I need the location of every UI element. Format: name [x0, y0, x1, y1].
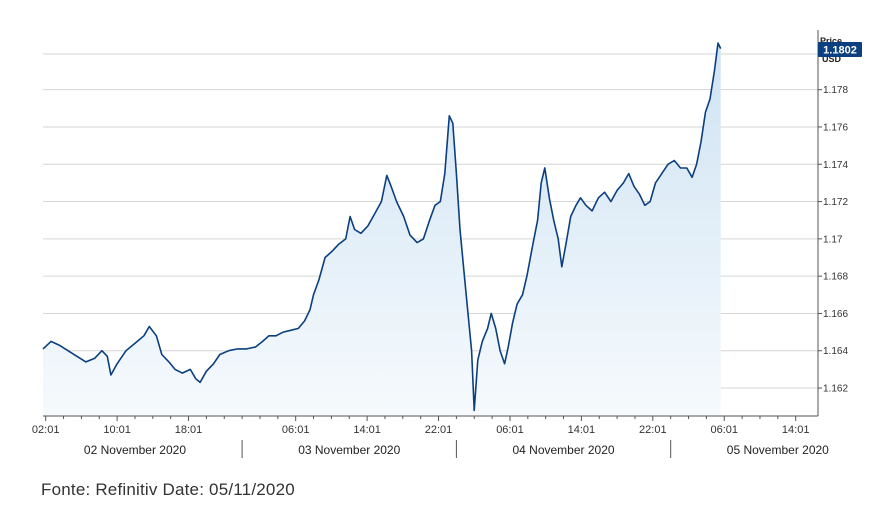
date-label: 05 November 2020 — [727, 443, 829, 457]
last-price-value: 1.1802 — [823, 45, 857, 57]
price-label: Price — [820, 36, 842, 46]
price-header: Price USD 1.1802 — [818, 36, 862, 64]
y-axis: 1.162 1.164 1.166 1.168 1.17 1.172 1.174 1.176 1… — [817, 30, 848, 416]
x-tick-label: 02:01 — [32, 424, 60, 436]
last-price-badge — [818, 42, 862, 57]
date-label: 02 November 2020 — [84, 443, 186, 457]
y-tick-label: 1.176 — [823, 122, 848, 133]
y-tick-label: 1.178 — [823, 85, 848, 96]
source-note: Fonte: Refinitiv Date: 05/11/2020 — [41, 480, 295, 499]
date-label: 04 November 2020 — [512, 443, 614, 457]
y-tick-label: 1.17 — [823, 234, 843, 245]
x-tick-labels: 02:01 10:01 18:01 06:01 14:01 22:01 06:01 14:01… — [32, 424, 810, 436]
x-tick-label: 14:01 — [782, 424, 810, 436]
y-tick-label: 1.162 — [823, 384, 848, 395]
price-chart: 1.162 1.164 1.166 1.168 1.17 1.172 1.174 1.176 1… — [32, 30, 862, 458]
x-tick-label: 14:01 — [353, 424, 381, 436]
x-tick-label: 10:01 — [103, 424, 131, 436]
y-tick-label: 1.164 — [823, 346, 848, 357]
x-axis — [43, 415, 818, 421]
y-tick-label: 1.168 — [823, 272, 848, 283]
price-area-fill — [43, 43, 721, 416]
y-tick-label: 1.174 — [823, 160, 848, 171]
price-line — [42, 42, 722, 412]
x-tick-label: 22:01 — [639, 424, 667, 436]
date-label: 03 November 2020 — [298, 443, 400, 457]
y-tick-label: 1.166 — [823, 309, 848, 320]
x-tick-label: 18:01 — [175, 424, 203, 436]
x-tick-label: 06:01 — [496, 424, 524, 436]
date-labels: 02 November 2020 03 November 2020 04 Novem… — [84, 440, 829, 458]
x-tick-label: 22:01 — [425, 424, 453, 436]
y-tick-label: 1.172 — [823, 197, 848, 208]
currency-label: USD — [822, 54, 842, 64]
x-tick-label: 06:01 — [710, 424, 738, 436]
x-tick-label: 06:01 — [282, 424, 310, 436]
x-tick-label: 14:01 — [568, 424, 596, 436]
